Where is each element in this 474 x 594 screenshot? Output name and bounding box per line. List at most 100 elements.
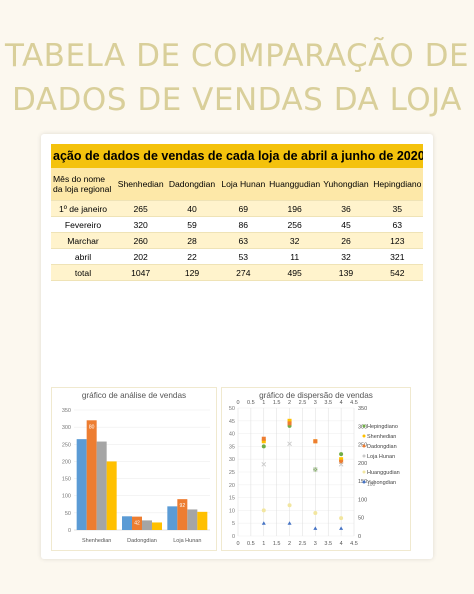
table-cell: 59 [166,216,218,233]
bar [96,441,107,530]
x-tick-label: 3 [314,541,317,547]
table-cell: 320 [115,216,167,233]
scatter-point [313,467,318,472]
table-cell: 542 [371,264,423,281]
bar [152,522,162,530]
table-cell: 123 [371,232,423,249]
y-tick-label: 150 [62,477,71,483]
legend-label: Shenhedian [367,434,396,440]
y-tick-label: 350 [62,408,71,414]
y-tick-label: 35 [229,444,235,450]
scatter-point [287,421,292,426]
scatter-point [261,521,266,525]
x-tick-label: 3.5 [324,541,332,547]
x-tick-label-top: 1.5 [273,400,281,406]
scatter-point [287,441,292,447]
sales-table: Mês do nome da loja regional Shenhedian … [51,168,423,281]
row-header-cell: Mês do nome da loja regional [51,168,115,201]
legend-label: Huanggudian [367,470,400,476]
scatter-point [261,462,267,467]
y-tick-label: 250 [62,442,71,448]
bar [167,506,178,530]
table-cell: 196 [268,200,321,217]
table-cell: 40 [166,200,218,217]
category-label: Loja Hunan [173,538,201,544]
table-cell: 256 [268,216,321,233]
table-cell: 129 [166,264,218,281]
legend-label: Hepingdiano [367,424,398,430]
table-cell: 28 [166,232,218,249]
x-tick-label: 2 [288,541,291,547]
y2-tick-label: 350 [358,406,367,412]
y-tick-label: 0 [68,528,71,534]
x-tick-label-top: 3.5 [324,400,332,406]
y-tick-label: 15 [229,496,235,502]
table-row: abril 202 22 53 11 32 321 [51,248,423,265]
x-tick-label: 4.5 [350,541,358,547]
column-header: Huanggudian [268,168,321,201]
legend-marker [362,434,366,438]
legend-marker [362,454,366,458]
legend-label: Loja Hunan [367,454,395,460]
y2-tick-label: 300 [358,424,367,430]
row-label-cell: 1º de janeiro [51,200,115,217]
table-cell: 53 [217,248,269,265]
scatter-point [287,418,292,423]
bar [187,509,198,530]
bar-chart: gráfico de análise de vendas 0 50 100 150 20… [51,387,217,551]
legend-marker [362,424,366,428]
category-label: Dadongdian [127,538,157,544]
x-tick-label-top: 0.5 [247,400,255,406]
y2-tick-label: 100 [358,497,367,503]
row-label-cell: abril [51,248,115,265]
point-stroke [261,462,267,467]
category-label: Shenhedian [82,538,111,544]
y-tick-label: 300 [62,425,71,431]
data-label: 80 [89,424,95,430]
page-title-line-2: DADOS DE VENDAS DA LOJA [12,82,462,118]
scatter-point [261,508,266,513]
x-tick-label: 1 [262,541,265,547]
y-tick-label: 10 [229,508,235,514]
scatter-chart-title: gráfico de dispersão de vendas [259,391,373,400]
table-cell: 69 [217,200,269,217]
column-header: Hepingdiano [371,168,423,201]
y-tick-label: 30 [229,457,235,463]
y-tick-label: 20 [229,483,235,489]
table-row: Fevereiro 320 59 86 256 45 63 [51,216,423,233]
x-tick-label-top: 4.5 [350,400,358,406]
bar-chart-title: gráfico de análise de vendas [81,391,187,400]
bar-chart-svg: 0 50 100 150 200 250 300 350 Shenhedian 80 Dadongd… [62,408,210,544]
y-tick-label: 5 [232,521,235,527]
table-cell: 35 [371,200,423,217]
table-cell: 265 [115,200,167,217]
point-stroke [313,467,318,472]
y-tick-label: 0 [232,534,235,540]
table-title: ação de dados de vendas de cada loja de … [51,144,423,168]
x-tick-label-top: 4 [340,400,343,406]
scatter-point [339,526,344,530]
legend-label: Yuhongdian [367,480,396,486]
x-tick-label-top: 3 [314,400,317,406]
data-label: 92 [180,503,186,509]
bar [122,516,132,530]
scatter-chart: gráfico de dispersão de vendas 0 5 10 15 20 2… [221,387,411,551]
point-stroke [338,462,344,467]
legend-marker [362,444,366,448]
table-cell: 139 [320,264,372,281]
scatter-point [313,439,318,444]
scatter-point [287,521,292,525]
bar [86,420,97,530]
scatter-chart-svg: 05101520253035404550000.50.5111.51.5222.… [229,400,400,547]
scatter-point [313,526,318,530]
table-row: 1º de janeiro 265 40 69 196 36 35 [51,200,423,217]
scatter-point [261,439,266,444]
table-cell: 63 [371,216,423,233]
table-cell: 36 [320,200,372,217]
table-cell: 86 [217,216,269,233]
scatter-point [339,457,344,462]
y-tick-label: 45 [229,419,235,425]
table-cell: 260 [115,232,167,249]
scatter-point [261,436,266,441]
y2-tick-label: 200 [358,461,367,467]
